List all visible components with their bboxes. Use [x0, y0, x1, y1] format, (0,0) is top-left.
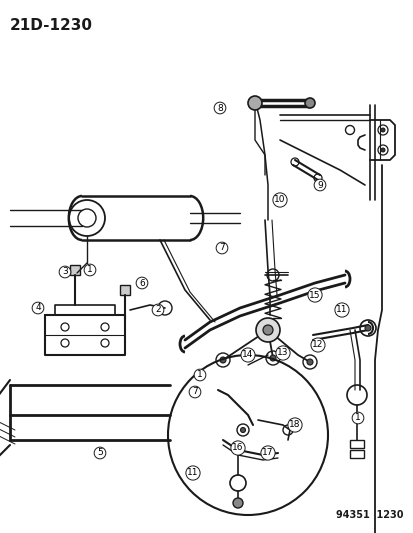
- Circle shape: [219, 357, 225, 363]
- Text: 14: 14: [242, 351, 253, 359]
- Text: 1: 1: [354, 414, 360, 423]
- Circle shape: [240, 427, 245, 432]
- Text: 1: 1: [197, 370, 202, 379]
- FancyBboxPatch shape: [119, 285, 130, 295]
- Text: 12: 12: [311, 341, 323, 350]
- Text: 7: 7: [218, 244, 224, 253]
- Text: 18: 18: [289, 421, 300, 430]
- Text: 15: 15: [309, 290, 320, 300]
- Text: 94351  1230: 94351 1230: [336, 510, 403, 520]
- Text: 4: 4: [35, 303, 41, 312]
- Circle shape: [247, 96, 261, 110]
- FancyBboxPatch shape: [349, 450, 363, 458]
- FancyBboxPatch shape: [69, 265, 80, 276]
- Circle shape: [304, 98, 314, 108]
- Circle shape: [306, 359, 312, 365]
- Circle shape: [262, 325, 272, 335]
- Text: 11: 11: [335, 305, 347, 314]
- Text: 7: 7: [192, 387, 197, 397]
- FancyBboxPatch shape: [349, 440, 363, 448]
- Circle shape: [233, 498, 242, 508]
- Circle shape: [269, 355, 275, 361]
- Text: 2: 2: [155, 305, 160, 314]
- Text: 5: 5: [97, 448, 102, 457]
- Circle shape: [255, 318, 279, 342]
- Text: 13: 13: [277, 349, 288, 358]
- Text: 21D-1230: 21D-1230: [10, 18, 93, 33]
- Text: 9: 9: [316, 181, 322, 190]
- Text: 11: 11: [187, 469, 198, 478]
- Text: 10: 10: [273, 196, 285, 205]
- Circle shape: [380, 128, 384, 132]
- Text: 6: 6: [139, 279, 145, 287]
- Circle shape: [364, 325, 370, 331]
- Text: 17: 17: [261, 448, 273, 457]
- Text: 3: 3: [62, 268, 68, 277]
- Circle shape: [380, 148, 384, 152]
- Text: 16: 16: [232, 443, 243, 453]
- Text: 1: 1: [87, 265, 93, 274]
- Text: 8: 8: [216, 103, 222, 112]
